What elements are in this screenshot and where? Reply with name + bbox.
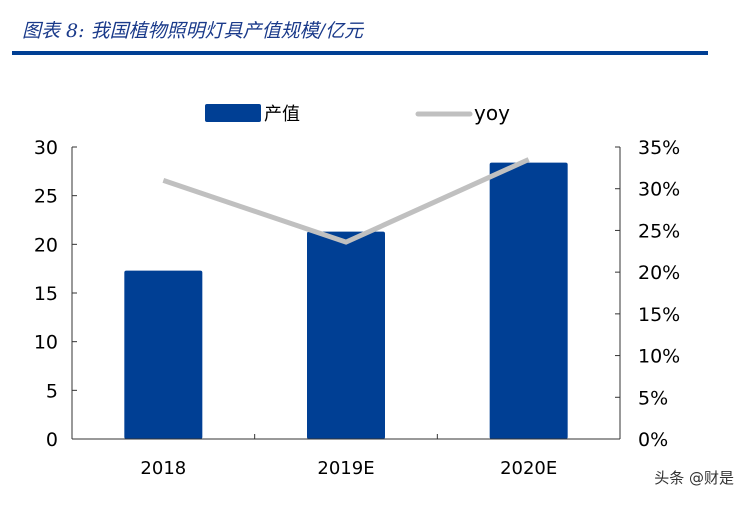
bar-2020E: [489, 162, 568, 439]
left-tick-label: 30: [34, 137, 58, 159]
right-tick-label: 0%: [638, 429, 668, 451]
right-tick-label: 25%: [638, 220, 680, 242]
x-tick-label: 2018: [140, 458, 186, 479]
left-tick-label: 10: [34, 332, 58, 354]
left-tick-label: 15: [34, 283, 58, 305]
right-tick-label: 5%: [638, 387, 668, 409]
bar-2018: [124, 270, 203, 439]
right-tick-label: 20%: [638, 262, 680, 284]
left-tick-label: 20: [34, 234, 58, 256]
chart-title: 图表 8: 我国植物照明灯具产值规模/亿元: [22, 20, 363, 42]
right-tick-label: 35%: [638, 137, 680, 159]
right-tick-label: 10%: [638, 346, 680, 368]
bar-2019E: [307, 231, 385, 439]
legend-bar-swatch: [205, 104, 261, 122]
yoy-line: [162, 157, 530, 245]
watermark: 头条 @财是: [654, 469, 734, 487]
right-tick-label: 15%: [638, 304, 680, 326]
legend-line-label: yoy: [474, 101, 510, 125]
left-tick-label: 0: [46, 429, 58, 451]
x-tick-label: 2019E: [317, 458, 374, 479]
title-divider: [12, 51, 708, 55]
x-tick-label: 2020E: [500, 458, 557, 479]
legend-bar-label: 产值: [264, 104, 300, 125]
left-tick-label: 25: [34, 186, 58, 208]
left-tick-label: 5: [46, 380, 58, 402]
right-tick-label: 30%: [638, 179, 680, 201]
